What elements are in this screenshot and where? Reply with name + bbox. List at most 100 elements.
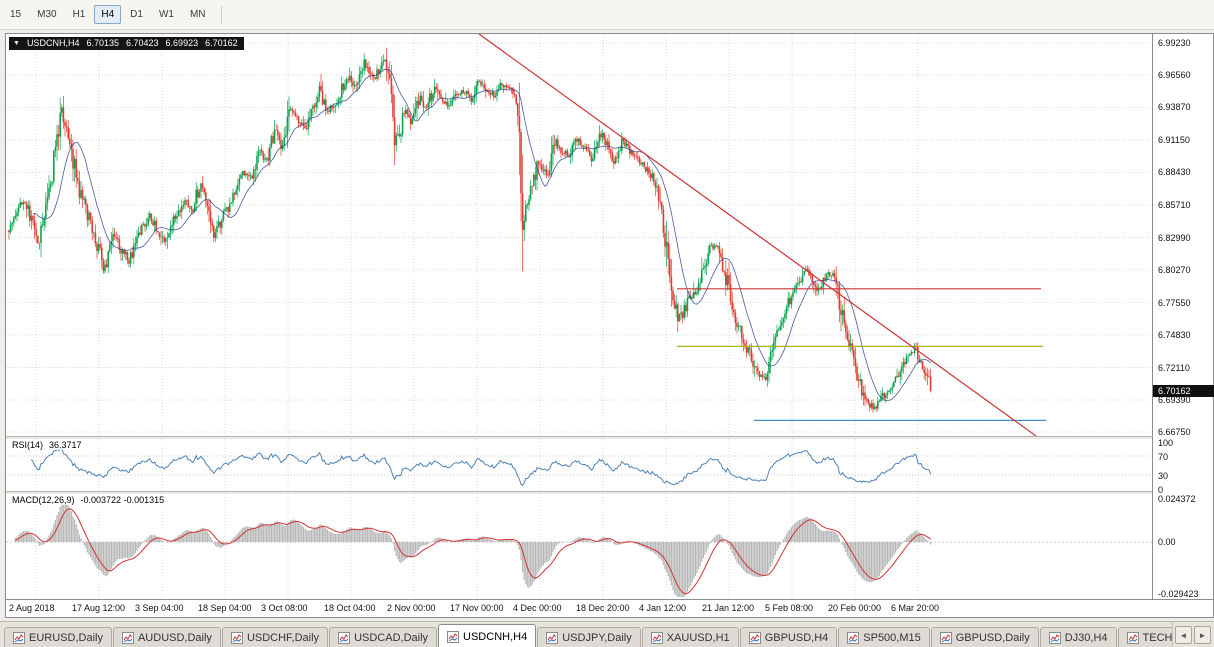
price-axis[interactable]: 6.99230 6.96560 6.93870 6.91150 6.88430 6.857… (1152, 34, 1214, 599)
rsi-value: 36.3717 (49, 440, 82, 450)
tab-scroll-right-button[interactable]: ► (1194, 626, 1211, 644)
chart-tab-usdcnh-h4[interactable]: USDCNH,H4 (438, 624, 537, 647)
price-axis-label: 6.82990 (1158, 233, 1191, 243)
chart-title: ▼ USDCNH,H4 6.70135 6.70423 6.69923 6.70… (9, 37, 244, 50)
time-axis-label: 18 Sep 04:00 (198, 603, 252, 613)
time-axis-label: 17 Aug 12:00 (72, 603, 126, 613)
chart-tab-label: USDJPY,Daily (562, 632, 632, 644)
price-axis-label: 6.74830 (1158, 330, 1191, 340)
ohlc-close: 6.70162 (205, 38, 238, 48)
ohlc-low: 6.69923 (165, 38, 199, 48)
time-axis-label: 18 Oct 04:00 (324, 603, 376, 613)
rsi-axis-label: 70 (1158, 452, 1169, 462)
tab-chart-icon (121, 632, 134, 644)
time-axis-label: 17 Nov 00:00 (450, 603, 504, 613)
macd-name: MACD(12,26,9) (12, 495, 75, 505)
tab-chart-icon (939, 632, 952, 644)
price-axis-label: 6.80270 (1158, 265, 1191, 275)
collapse-icon[interactable]: ▼ (13, 39, 20, 47)
current-price-badge: 6.70162 (1153, 385, 1214, 397)
ohlc-open: 6.70135 (86, 38, 119, 48)
macd-axis-label: 0.024372 (1158, 494, 1196, 504)
ohlc-high: 6.70423 (126, 38, 159, 48)
time-axis-label: 3 Sep 04:00 (135, 603, 184, 613)
panel-splitter[interactable] (6, 491, 1213, 494)
time-axis-label: 2 Aug 2018 (9, 603, 55, 613)
tab-chart-icon (13, 632, 25, 644)
tab-chart-icon (748, 632, 761, 644)
price-axis-label: 6.69390 (1158, 395, 1191, 405)
time-axis[interactable]: 2 Aug 2018 17 Aug 12:00 3 Sep 04:00 18 Sep … (6, 599, 1213, 617)
tab-chart-icon (546, 632, 559, 644)
chart-tab-usdcad-daily[interactable]: USDCAD,Daily (329, 627, 438, 647)
chart-tab-audusd-daily[interactable]: AUDUSD,Daily (112, 627, 221, 647)
timeframe-button-m30[interactable]: M30 (37, 9, 57, 20)
price-axis-label: 6.88430 (1158, 167, 1191, 177)
macd-values: -0.003722 -0.001315 (80, 495, 165, 505)
rsi-axis-label: 100 (1158, 438, 1174, 448)
chart-tab-dj30-h4[interactable]: DJ30,H4 (1039, 627, 1117, 647)
price-axis-label: 6.72110 (1158, 363, 1190, 373)
time-axis-label: 3 Oct 08:00 (261, 603, 308, 613)
tab-chart-icon (230, 632, 243, 644)
chart-tab-usdchf-daily[interactable]: USDCHF,Daily (221, 627, 329, 647)
rsi-axis-label: 30 (1158, 471, 1169, 481)
rsi-plot (6, 439, 1152, 491)
chart-tab-label: USDCAD,Daily (354, 632, 429, 644)
panel-splitter[interactable] (6, 436, 1213, 439)
tab-chart-icon (447, 630, 460, 643)
time-axis-label: 4 Dec 00:00 (513, 603, 562, 613)
chart-tab-gbpusd-daily[interactable]: GBPUSD,Daily (930, 627, 1039, 647)
chart-tab-label: USDCNH,H4 (463, 630, 528, 643)
time-axis-label: 5 Feb 08:00 (765, 603, 814, 613)
tab-chart-icon (650, 632, 663, 644)
toolbar-separator (220, 5, 222, 24)
chart-tab-sp500-m15[interactable]: SP500,M15 (838, 627, 930, 647)
time-axis-label: 4 Jan 12:00 (639, 603, 687, 613)
chart-tab-xauusd-h1[interactable]: XAUUSD,H1 (641, 627, 739, 647)
price-axis-label: 6.66750 (1158, 427, 1191, 437)
tab-scroll-left-button[interactable]: ◄ (1175, 626, 1192, 644)
chart-tab-label: GBPUSD,Daily (955, 632, 1030, 644)
timeframe-button-d1[interactable]: D1 (130, 9, 143, 20)
timeframe-button-h4[interactable]: H4 (94, 5, 122, 24)
price-axis-label: 6.96560 (1158, 70, 1191, 80)
macd-panel[interactable] (6, 494, 1152, 599)
macd-indicator-label: MACD(12,26,9) -0.003722 -0.001315 (10, 495, 167, 505)
chart-symbol: USDCNH,H4 (26, 38, 80, 48)
rsi-panel[interactable] (6, 439, 1152, 491)
chart-tab-bar: EURUSD,Daily AUDUSD,Daily USDCHF,Daily USDC… (0, 621, 1214, 647)
price-axis-label: 6.91150 (1158, 135, 1190, 145)
chart-tab-label: DJ30,H4 (1064, 632, 1108, 644)
chart-tab-label: AUDUSD,Daily (137, 632, 212, 644)
price-chart-panel[interactable] (6, 34, 1152, 436)
time-axis-label: 21 Jan 12:00 (702, 603, 755, 613)
chart-window: ▼ USDCNH,H4 6.70135 6.70423 6.69923 6.70… (5, 33, 1214, 618)
time-axis-label: 20 Feb 00:00 (828, 603, 882, 613)
timeframe-button-mn[interactable]: MN (189, 9, 206, 20)
chart-tab-usdjpy-daily[interactable]: USDJPY,Daily (537, 627, 641, 647)
timeframe-toolbar: 15 M30 H1 H4 D1 W1 MN (0, 0, 1214, 30)
chart-tab-label: SP500,M15 (863, 632, 921, 644)
price-axis-label: 6.85710 (1158, 200, 1191, 210)
chart-tab-label: XAUUSD,H1 (666, 632, 730, 644)
timeframe-button-w1[interactable]: W1 (158, 9, 174, 20)
chart-tab-label: TECH100,H1 (1142, 632, 1172, 644)
tab-chart-icon (1048, 632, 1061, 644)
price-axis-label: 6.93870 (1158, 102, 1191, 112)
chart-tab-eurusd-daily[interactable]: EURUSD,Daily (4, 627, 112, 647)
chart-tab-label: GBPUSD,H4 (764, 632, 829, 644)
time-axis-label: 2 Nov 00:00 (387, 603, 436, 613)
time-axis-label: 6 Mar 20:00 (891, 603, 940, 613)
rsi-indicator-label: RSI(14) 36.3717 (10, 440, 84, 450)
timeframe-button-h1[interactable]: H1 (72, 9, 86, 20)
chart-tab-label: USDCHF,Daily (246, 632, 320, 644)
chart-tab-label: EURUSD,Daily (29, 632, 103, 644)
macd-axis-label: 0.00 (1158, 537, 1176, 547)
timeframe-button-15[interactable]: 15 (10, 9, 22, 20)
macd-plot (6, 494, 1152, 599)
candlestick-plot (6, 34, 1152, 436)
tab-chart-icon (338, 632, 351, 644)
chart-tab-tech100-h1[interactable]: TECH100,H1 (1117, 627, 1172, 647)
chart-tab-gbpusd-h4[interactable]: GBPUSD,H4 (739, 627, 838, 647)
